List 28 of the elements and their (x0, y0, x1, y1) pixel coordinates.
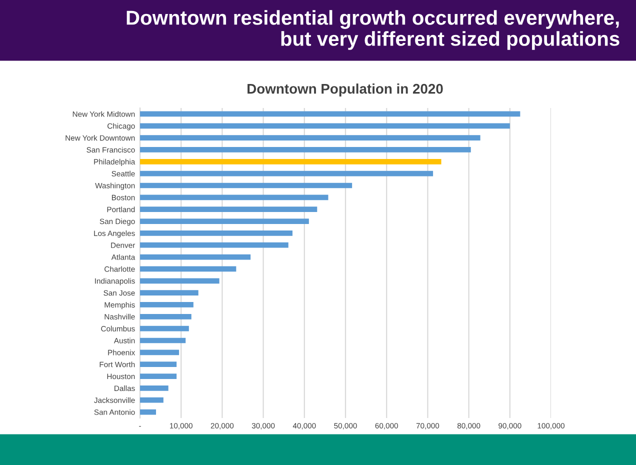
bar (140, 182, 352, 188)
bar (140, 206, 318, 212)
bar (140, 278, 220, 284)
bar (140, 409, 156, 415)
bar (140, 338, 186, 344)
bar (140, 170, 434, 176)
bar (140, 302, 194, 308)
bar (140, 326, 189, 332)
bar (140, 266, 236, 272)
chart-title: Downtown residential growth occurred everywhere, but very different sized populations (126, 10, 620, 50)
bar (140, 158, 442, 164)
bar (140, 254, 251, 260)
bar (140, 350, 180, 356)
bar (140, 147, 471, 152)
bar (140, 242, 288, 248)
bar (140, 290, 198, 296)
bar (140, 194, 328, 200)
bar (140, 135, 480, 140)
bar (140, 314, 192, 320)
bar (140, 374, 177, 379)
chart-subtitle: Downtown Population in 2020 (248, 84, 443, 96)
bar (140, 397, 164, 403)
bar (140, 111, 520, 117)
bar (140, 218, 309, 224)
bar (140, 123, 510, 129)
bar (140, 230, 292, 236)
bar (140, 362, 177, 368)
bar (140, 386, 168, 391)
